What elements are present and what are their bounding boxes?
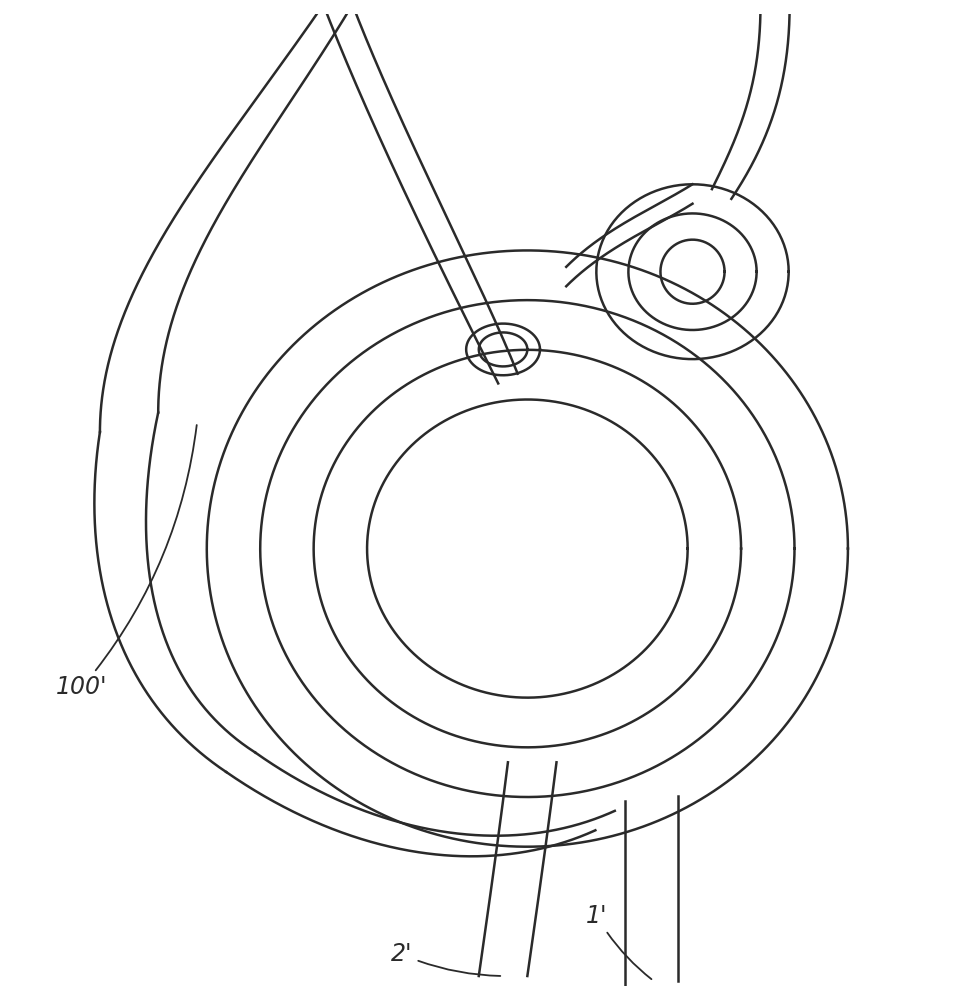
Text: 100': 100' bbox=[57, 425, 196, 699]
Text: 1': 1' bbox=[585, 904, 652, 979]
Text: 2': 2' bbox=[392, 942, 500, 976]
